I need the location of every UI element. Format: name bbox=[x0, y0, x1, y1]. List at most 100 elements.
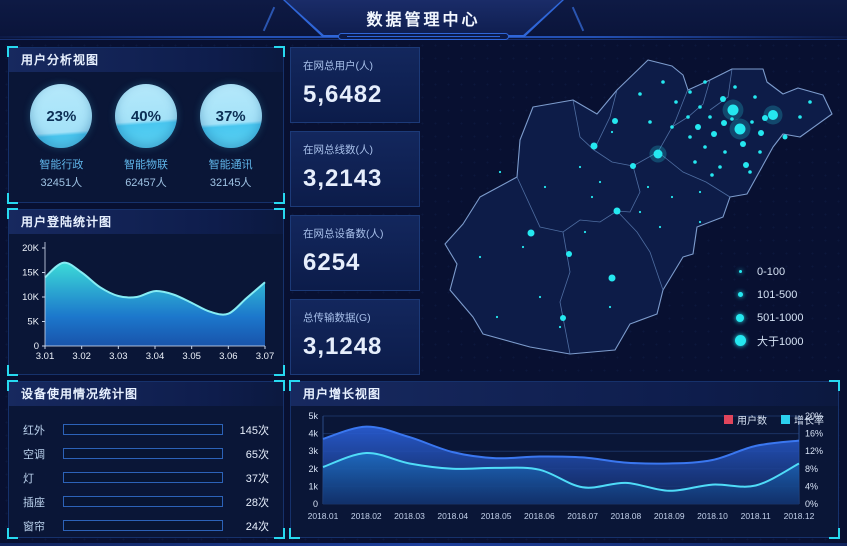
svg-text:16%: 16% bbox=[805, 429, 823, 439]
svg-text:8%: 8% bbox=[805, 464, 818, 474]
svg-text:4k: 4k bbox=[308, 429, 318, 439]
svg-text:5k: 5k bbox=[308, 411, 318, 421]
stat-label: 总传输数据(G) bbox=[303, 312, 371, 324]
region-map: 0-100 101-500 501-1000 大于1000 bbox=[420, 42, 847, 377]
bar-track bbox=[63, 472, 223, 483]
stat-card-2: 在网总线数(人) 3,2143 bbox=[290, 131, 420, 207]
map-legend-item-2: 101-500 bbox=[733, 283, 804, 306]
svg-text:2018.09: 2018.09 bbox=[654, 511, 685, 521]
svg-text:2018.11: 2018.11 bbox=[741, 511, 771, 521]
panel-user-analysis: 用户分析视图 23% 智能行政 32451人 40% 智能物联 62457人 37% 智能通讯… bbox=[7, 46, 285, 204]
map-legend-dot bbox=[738, 270, 742, 273]
legend-item-增长率[interactable]: 增长率 bbox=[781, 412, 824, 427]
svg-text:0: 0 bbox=[313, 499, 318, 509]
login-area-chart: 0 5K 10K 15K 20K 3.01 3.02 3.03 3.04 3.05 3.06 3.07 bbox=[22, 242, 275, 362]
stat-label: 在网总用户(人) bbox=[303, 60, 373, 72]
bar-value: 65次 bbox=[245, 448, 269, 461]
panel-title-device-usage: 设备使用情况统计图 bbox=[9, 382, 283, 406]
svg-text:20%: 20% bbox=[805, 411, 823, 421]
gauge-name: 智能物联 bbox=[123, 159, 168, 171]
gauge-group: 23% 智能行政 32451人 40% 智能物联 62457人 37% 智能通讯 32145人 bbox=[9, 72, 283, 190]
svg-text:20K: 20K bbox=[22, 243, 40, 254]
svg-text:3.07: 3.07 bbox=[256, 351, 275, 362]
legend-swatch bbox=[781, 415, 790, 424]
panel-user-growth: 用户增长视图 用户数 增长率 0 0% 1k 4% 2k 8% 3k 12% 4k 16% 5k 20%… bbox=[289, 380, 840, 539]
gauge-count: 32451人 bbox=[40, 177, 83, 189]
svg-text:3.05: 3.05 bbox=[182, 351, 201, 362]
map-legend-label: 101-500 bbox=[757, 288, 798, 301]
gauge-2: 40% 智能物联 62457人 bbox=[106, 84, 186, 190]
page-title: 数据管理中心 bbox=[366, 11, 481, 29]
map-scatter-dots bbox=[478, 80, 812, 329]
svg-text:2018.01: 2018.01 bbox=[308, 511, 339, 521]
svg-text:2018.03: 2018.03 bbox=[394, 511, 425, 521]
bar-track bbox=[63, 520, 223, 531]
bar-label: 空调 bbox=[23, 448, 45, 461]
bar-value: 37次 bbox=[245, 472, 269, 485]
bar-label: 窗帘 bbox=[23, 520, 45, 533]
header-trapezoid: 数据管理中心 bbox=[285, 0, 562, 35]
map-legend-dot bbox=[737, 292, 743, 297]
map-legend-item-3: 501-1000 bbox=[733, 306, 804, 329]
svg-text:3.03: 3.03 bbox=[109, 351, 128, 362]
panel-device-usage: 设备使用情况统计图 红外 145次空调 65次灯 37次插座 28次窗帘 24次 bbox=[7, 380, 285, 539]
gauge-circle: 37% bbox=[199, 84, 262, 148]
bar-label: 灯 bbox=[23, 472, 34, 485]
svg-text:2018.12: 2018.12 bbox=[784, 511, 815, 521]
header-deco-right bbox=[571, 6, 585, 32]
svg-text:2k: 2k bbox=[308, 464, 318, 474]
bar-label: 红外 bbox=[23, 424, 45, 437]
svg-text:3.04: 3.04 bbox=[146, 351, 165, 362]
bar-value: 24次 bbox=[245, 520, 269, 533]
legend-swatch bbox=[724, 415, 733, 424]
svg-text:10K: 10K bbox=[22, 292, 40, 303]
map-legend-label: 0-100 bbox=[757, 265, 786, 278]
gauge-1: 23% 智能行政 32451人 bbox=[21, 84, 101, 190]
stat-value: 6254 bbox=[303, 249, 361, 276]
stat-label: 在网总线数(人) bbox=[303, 144, 373, 156]
bar-row-灯: 灯 37次 bbox=[23, 468, 269, 487]
legend-label: 用户数 bbox=[737, 416, 767, 427]
svg-text:0: 0 bbox=[34, 341, 39, 352]
bar-track bbox=[63, 496, 223, 507]
gauge-name: 智能行政 bbox=[39, 159, 84, 171]
stat-card-4: 总传输数据(G) 3,1248 bbox=[290, 299, 420, 375]
svg-text:1k: 1k bbox=[308, 481, 318, 491]
stat-label: 在网总设备数(人) bbox=[303, 228, 384, 240]
gauge-count: 32145人 bbox=[209, 177, 252, 189]
panel-login-stats: 用户登陆统计图 0 5K 10K 15K 20K 3.01 3.02 3.03 3.04 3.05… bbox=[7, 208, 285, 376]
svg-text:2018.05: 2018.05 bbox=[481, 511, 512, 521]
svg-text:12%: 12% bbox=[805, 446, 823, 456]
bar-value: 28次 bbox=[245, 496, 269, 509]
bar-label: 插座 bbox=[23, 496, 45, 509]
gauge-name: 智能通讯 bbox=[208, 159, 253, 171]
stat-value: 3,2143 bbox=[303, 165, 383, 192]
bar-row-窗帘: 窗帘 24次 bbox=[23, 516, 269, 535]
map-legend-label: 501-1000 bbox=[757, 311, 804, 324]
bar-track bbox=[63, 448, 223, 459]
stat-value: 3,1248 bbox=[303, 333, 383, 360]
gauge-circle: 40% bbox=[114, 84, 177, 148]
map-legend-dot bbox=[734, 335, 746, 346]
map-legend-label: 大于1000 bbox=[757, 335, 804, 348]
svg-text:2018.07: 2018.07 bbox=[567, 511, 598, 521]
stat-card-column: 在网总用户(人) 5,6482 在网总线数(人) 3,2143 在网总设备数(人) 625… bbox=[290, 47, 420, 375]
gauge-count: 62457人 bbox=[125, 177, 167, 189]
svg-text:3.02: 3.02 bbox=[72, 351, 91, 362]
bar-row-插座: 插座 28次 bbox=[23, 492, 269, 511]
page-bottom-accent bbox=[0, 543, 847, 546]
svg-text:2018.04: 2018.04 bbox=[437, 511, 468, 521]
header-capsule-deco bbox=[338, 33, 509, 40]
bar-row-空调: 空调 65次 bbox=[23, 444, 269, 463]
header-deco-left bbox=[262, 6, 276, 32]
legend-item-用户数[interactable]: 用户数 bbox=[724, 412, 767, 427]
svg-text:3k: 3k bbox=[308, 446, 318, 456]
svg-text:2018.06: 2018.06 bbox=[524, 511, 555, 521]
bar-row-红外: 红外 145次 bbox=[23, 420, 269, 439]
map-legend-item-1: 0-100 bbox=[733, 260, 804, 283]
map-legend: 0-100 101-500 501-1000 大于1000 bbox=[733, 260, 804, 352]
growth-area-chart: 0 0% 1k 4% 2k 8% 3k 12% 4k 16% 5k 20% 2018.01 2018.02… bbox=[308, 411, 823, 521]
gauge-3: 37% 智能通讯 32145人 bbox=[191, 84, 271, 190]
growth-chart-legend: 用户数 增长率 bbox=[724, 412, 824, 427]
